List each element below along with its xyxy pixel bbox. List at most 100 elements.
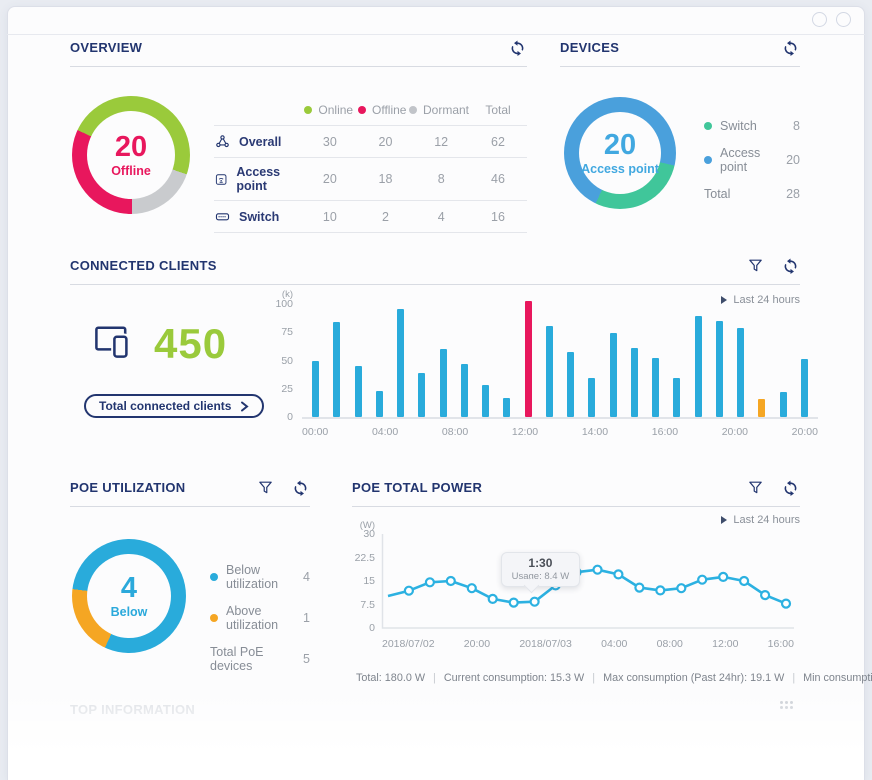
- ap-online: 20: [322, 172, 337, 186]
- client-count-bar: [397, 308, 404, 417]
- chevron-right-icon: [241, 401, 250, 411]
- row-label-overall: Overall: [239, 134, 282, 149]
- legend-label: Access point: [720, 146, 761, 174]
- legend-item-above-utilization: Above utilization 1: [210, 604, 310, 632]
- poe-total-power-panel: POE TOTAL POWER Last 24 hours (W) 30 22.5…: [352, 477, 872, 710]
- client-count-bar: [609, 333, 617, 417]
- filter-icon: [748, 481, 762, 493]
- data-point: [697, 574, 708, 585]
- y-tick-label: 75: [281, 326, 293, 339]
- drag-handle-icon[interactable]: [780, 701, 795, 711]
- poe-utilization-legend: Below utilization 4 Above utilization 1 …: [210, 563, 310, 686]
- filter-button[interactable]: [255, 477, 275, 497]
- client-count-bar: [673, 377, 681, 417]
- top-bar: [7, 6, 865, 35]
- y-tick-label: 25: [281, 382, 293, 395]
- devices-donut-value: 20: [603, 129, 637, 162]
- access-point-dot: [704, 156, 712, 164]
- x-tick-label: 14:00: [581, 426, 609, 438]
- stat-separator: |: [792, 672, 796, 684]
- ap-dormant: 8: [437, 172, 445, 186]
- dormant-dot: [408, 106, 417, 114]
- poe-line-xlabels: 2018/07/02 20:00 2018/07/03 04:00 08:00 12:00…: [382, 638, 794, 650]
- overview-donut-chart: 20 Offline: [72, 96, 190, 214]
- window-control-button-2[interactable]: [836, 12, 851, 27]
- devices-donut-chart: 20 Access point: [564, 97, 676, 209]
- legend-item-total: Total 28: [704, 187, 800, 201]
- client-count-bar: [524, 300, 532, 417]
- refresh-button[interactable]: [290, 477, 310, 497]
- client-count-bar: [715, 321, 723, 417]
- connected-clients-panel: CONNECTED CLIENTS Last 24 hours 450: [70, 255, 818, 468]
- filter-icon: [748, 259, 762, 271]
- x-tick-label: 04:00: [601, 638, 628, 650]
- client-count-bar: [375, 391, 383, 417]
- total-label: Total: [704, 187, 731, 201]
- data-point: [592, 564, 603, 575]
- total-connected-clients-button[interactable]: Total connected clients: [84, 394, 265, 418]
- devices-legend: Switch 8 Access point 20 Total 28: [704, 119, 800, 214]
- clients-summary: 450: [94, 320, 227, 368]
- play-arrow-icon: [721, 296, 728, 304]
- stat-item: Min consumption (Past 24hr): 1.3 W: [803, 672, 872, 684]
- online-dot: [304, 106, 313, 114]
- client-count-bar: [354, 366, 362, 417]
- top-information-title: TOP INFORMATION: [70, 702, 196, 717]
- client-count-bar: [439, 349, 447, 417]
- window-control-button-1[interactable]: [812, 12, 827, 27]
- stat-item: Max consumption (Past 24hr): 19.1 W: [603, 672, 785, 684]
- offline-dot: [358, 106, 366, 114]
- y-tick-label: 30: [363, 528, 375, 540]
- client-count-bar: [758, 398, 766, 417]
- client-count-bar: [482, 385, 489, 417]
- legend-label: Above utilization: [226, 604, 279, 632]
- stat-separator: |: [592, 672, 596, 684]
- x-tick-label: 20:00: [463, 638, 491, 650]
- filter-button[interactable]: [745, 255, 765, 275]
- poe-line-chart: (W) 30 22.5 15 7.5 0 1:30 Usage: 8.4 W 2018/…: [355, 520, 794, 650]
- legend-value: 1: [303, 611, 310, 625]
- refresh-icon: [294, 480, 306, 496]
- legend-label: Switch: [720, 119, 757, 133]
- data-point: [739, 575, 750, 587]
- column-total: Total: [485, 103, 511, 117]
- table-row-overall: Overall 30 20 12 62: [214, 125, 527, 157]
- refresh-button[interactable]: [780, 477, 800, 497]
- legend-item-below-utilization: Below utilization 4: [210, 563, 310, 591]
- overview-table-header: Online Offline Dormant Total: [214, 103, 527, 125]
- poe-time-range-selector[interactable]: Last 24 hours: [721, 514, 800, 526]
- row-label-switch: Switch: [239, 209, 280, 224]
- filter-button[interactable]: [745, 477, 765, 497]
- devices-panel: DEVICES 20 Access point Switch 8: [560, 40, 800, 214]
- client-count-bar: [503, 397, 511, 417]
- poe-utilization-donut-chart: 4 Below: [72, 539, 186, 653]
- refresh-button[interactable]: [507, 37, 527, 57]
- switch-dormant: 4: [437, 209, 445, 224]
- poe-donut-label: Below: [110, 604, 148, 619]
- refresh-button[interactable]: [780, 37, 800, 57]
- overview-panel: OVERVIEW 20 Offline Online Offline Dor: [70, 40, 527, 233]
- poe-utilization-title: POE UTILIZATION: [70, 480, 186, 495]
- x-tick-label: 2018/07/03: [519, 638, 572, 650]
- data-point: [445, 575, 456, 587]
- table-row-access-point: Access point 20 18 8 46: [214, 157, 527, 200]
- client-count-bar: [312, 360, 319, 417]
- poe-line-yaxis: (W) 30 22.5 15 7.5 0: [355, 520, 382, 634]
- clients-time-range-selector[interactable]: Last 24 hours: [721, 294, 800, 306]
- data-point: [613, 569, 624, 580]
- y-tick-label: 0: [369, 622, 375, 634]
- client-count-bar: [737, 327, 744, 417]
- poe-line-svg: [381, 534, 794, 629]
- refresh-icon: [784, 40, 796, 56]
- total-value: 5: [303, 652, 310, 666]
- refresh-icon: [784, 258, 796, 274]
- poe-donut-value: 4: [120, 572, 138, 605]
- poe-total-power-title: POE TOTAL POWER: [352, 480, 483, 495]
- client-count-bar: [333, 322, 341, 417]
- row-label-access-point: Access point: [236, 165, 281, 193]
- refresh-button[interactable]: [780, 255, 800, 275]
- y-tick-label: 15: [363, 575, 375, 587]
- data-point: [760, 589, 771, 601]
- stat-separator: |: [433, 672, 436, 684]
